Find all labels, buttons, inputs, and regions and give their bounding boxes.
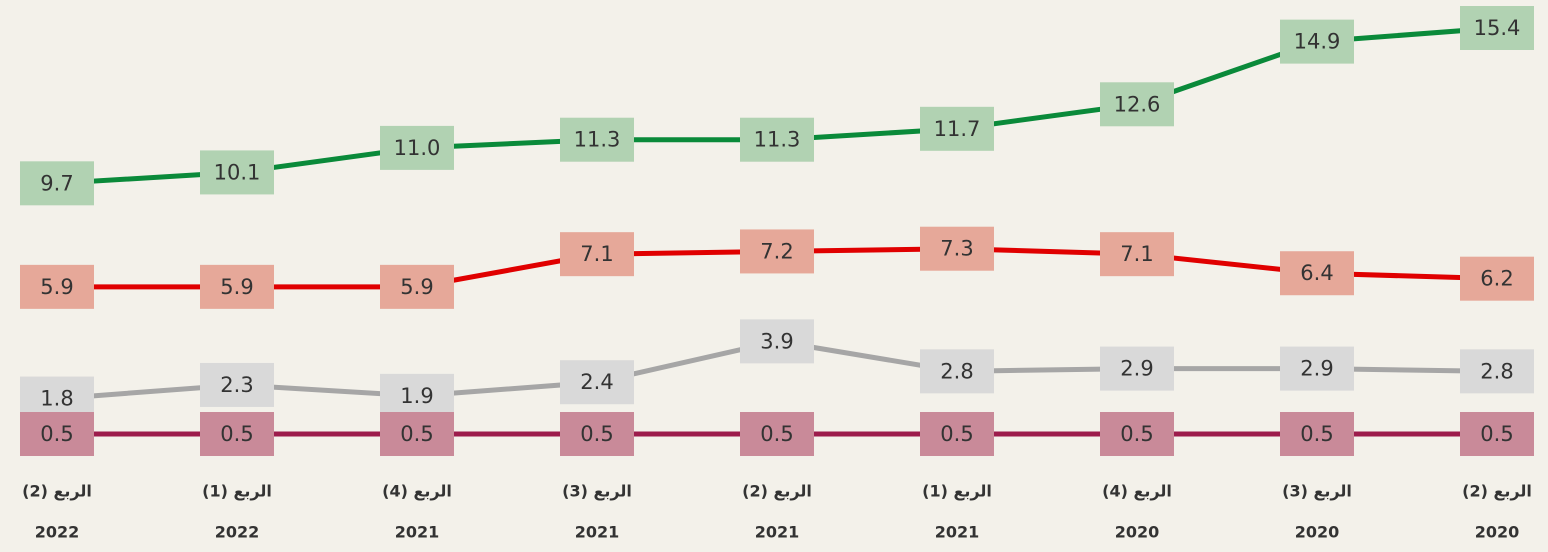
data-label: 10.1: [214, 160, 261, 184]
x-tick-label: 2022: [215, 523, 260, 542]
data-label-box: [20, 161, 94, 206]
data-label: 5.9: [220, 275, 253, 299]
data-label: 0.5: [40, 422, 73, 446]
data-label-box: [560, 360, 634, 405]
data-label-box: [560, 117, 634, 162]
data-label-box: [920, 226, 994, 271]
x-tick-label: الربع (4): [382, 482, 452, 501]
data-label-box: [920, 349, 994, 394]
data-label: 11.3: [754, 128, 801, 152]
data-label: 15.4: [1474, 16, 1521, 40]
data-label: 0.5: [940, 422, 973, 446]
data-label: 3.9: [760, 329, 793, 353]
data-label: 11.0: [394, 136, 441, 160]
data-label-box: [1280, 251, 1354, 296]
data-label-box: [920, 106, 994, 151]
data-label-box: [740, 117, 814, 162]
data-label: 0.5: [1480, 422, 1513, 446]
x-tick-label: الربع (2): [22, 482, 92, 501]
data-label-box: [200, 150, 274, 195]
x-tick-label: 2021: [575, 523, 620, 542]
data-label: 12.6: [1114, 92, 1161, 116]
data-label-box: [920, 412, 994, 456]
x-tick-label: 2021: [395, 523, 440, 542]
data-label-box: [740, 319, 814, 364]
data-label: 2.3: [220, 373, 253, 397]
data-label: 0.5: [1120, 422, 1153, 446]
x-tick-label: الربع (4): [1102, 482, 1172, 501]
data-label: 2.8: [1480, 359, 1513, 383]
data-label: 0.5: [1300, 422, 1333, 446]
data-label-box: [380, 373, 454, 418]
data-label: 2.9: [1120, 357, 1153, 381]
data-label-box: [1460, 256, 1534, 301]
data-label: 9.7: [40, 171, 73, 195]
data-label-box: [560, 412, 634, 456]
data-label: 6.4: [1300, 261, 1333, 285]
data-label-box: [380, 125, 454, 170]
x-tick-label: الربع (2): [742, 482, 812, 501]
data-label-box: [1460, 349, 1534, 394]
data-label-box: [740, 229, 814, 274]
data-label: 0.5: [400, 422, 433, 446]
x-tick-label: 2021: [935, 523, 980, 542]
data-label-box: [1280, 412, 1354, 456]
data-label-box: [380, 412, 454, 456]
data-label: 2.9: [1300, 357, 1333, 381]
x-tick-label: 2020: [1475, 523, 1520, 542]
data-label-box: [560, 232, 634, 277]
data-label: 6.2: [1480, 267, 1513, 291]
x-tick-label: الربع (1): [922, 482, 992, 501]
data-label: 5.9: [400, 275, 433, 299]
x-tick-label: الربع (2): [1462, 482, 1532, 501]
x-tick-label: 2021: [755, 523, 800, 542]
data-label: 2.8: [940, 359, 973, 383]
data-label-box: [1100, 82, 1174, 127]
x-tick-label: 2020: [1295, 523, 1340, 542]
data-label-box: [1100, 412, 1174, 456]
data-label: 2.4: [580, 370, 613, 394]
data-label-box: [1460, 6, 1534, 50]
x-tick-label: الربع (3): [1282, 482, 1352, 501]
data-label-box: [20, 412, 94, 456]
data-label: 11.7: [934, 117, 981, 141]
data-label-box: [200, 412, 274, 456]
data-label-box: [1100, 232, 1174, 277]
data-label-box: [200, 362, 274, 407]
data-label: 1.9: [400, 384, 433, 408]
x-tick-label: الربع (1): [202, 482, 272, 501]
data-label: 0.5: [760, 422, 793, 446]
data-label: 7.3: [940, 237, 973, 261]
data-label-box: [1460, 412, 1534, 456]
data-label: 7.1: [1120, 242, 1153, 266]
data-label: 1.8: [40, 387, 73, 411]
data-label: 5.9: [40, 275, 73, 299]
x-tick-label: 2020: [1115, 523, 1160, 542]
data-label: 14.9: [1294, 30, 1341, 54]
data-label-box: [1280, 19, 1354, 64]
data-label: 7.2: [760, 239, 793, 263]
data-label: 7.1: [580, 242, 613, 266]
data-label: 0.5: [580, 422, 613, 446]
x-tick-label: الربع (3): [562, 482, 632, 501]
data-label-box: [740, 412, 814, 456]
data-label-box: [200, 264, 274, 309]
data-label-box: [380, 264, 454, 309]
data-label: 0.5: [220, 422, 253, 446]
data-label-box: [20, 264, 94, 309]
x-tick-label: 2022: [35, 523, 80, 542]
data-label-box: [1100, 346, 1174, 391]
data-label: 11.3: [574, 128, 621, 152]
data-label-box: [1280, 346, 1354, 391]
